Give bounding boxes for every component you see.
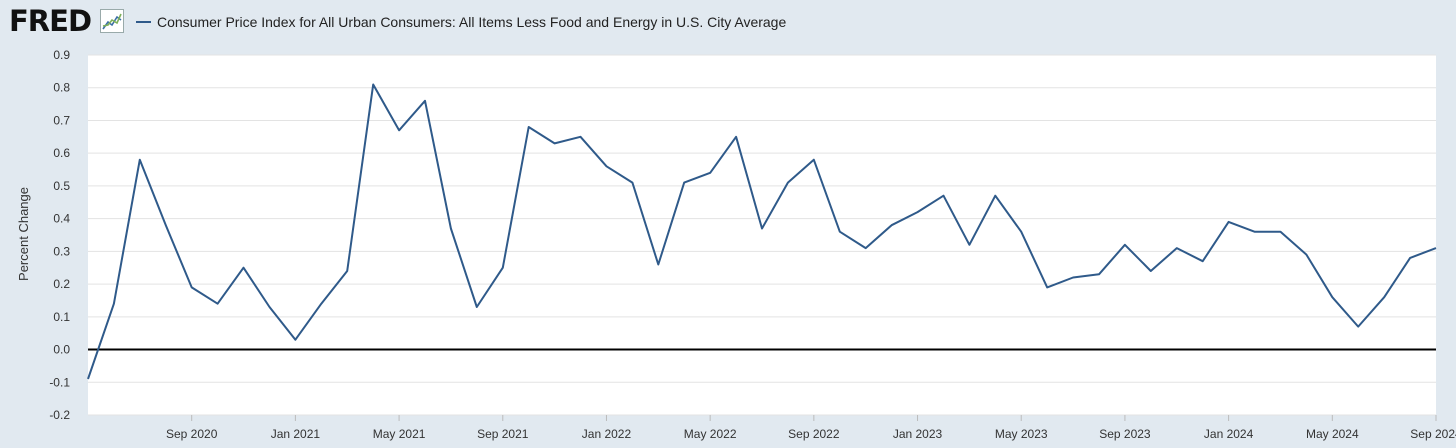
x-axis-ticks: Sep 2020 Jan 2021 May 2021 Sep 2021 Jan 2022… [166,415,1456,441]
y-axis-ticks: -0.2 -0.1 0.0 0.1 0.2 0.3 0.4 0.5 0.6 0.7 0.8 0.9 [49,48,70,422]
data-point[interactable] [1355,324,1361,330]
y-tick-label: 0.9 [53,48,70,62]
plot-area [88,55,1436,415]
data-point[interactable] [655,261,661,267]
data-point[interactable] [733,134,739,140]
data-point[interactable] [448,225,454,231]
data-point[interactable] [603,163,609,169]
data-point[interactable] [1070,275,1076,281]
data-point[interactable] [241,265,247,271]
data-point[interactable] [292,337,298,343]
data-point[interactable] [500,265,506,271]
data-point[interactable] [344,268,350,274]
data-point[interactable] [1277,229,1283,235]
data-point[interactable] [266,304,272,310]
y-tick-label: 0.0 [53,343,70,357]
data-point[interactable] [163,222,169,228]
y-tick-label: 0.2 [53,277,70,291]
data-point[interactable] [889,222,895,228]
chart-header: FRED Consumer Price Index for All Urban … [0,0,1456,44]
data-point[interactable] [215,301,221,307]
data-point[interactable] [370,81,376,87]
y-tick-label: 0.1 [53,310,70,324]
x-tick-label: Sep 2020 [166,427,218,441]
data-point[interactable] [1174,245,1180,251]
legend-swatch [136,21,151,23]
y-tick-label: 0.4 [53,212,70,226]
data-point[interactable] [1044,284,1050,290]
data-point[interactable] [526,124,532,130]
x-tick-label: Sep 2021 [477,427,529,441]
data-point[interactable] [552,140,558,146]
data-point[interactable] [811,157,817,163]
x-tick-label: Sep 2024 [1410,427,1456,441]
x-tick-label: Jan 2022 [582,427,632,441]
data-point[interactable] [137,157,143,163]
x-tick-label: Jan 2024 [1204,427,1254,441]
data-point[interactable] [1303,252,1309,258]
data-point[interactable] [578,134,584,140]
legend[interactable]: Consumer Price Index for All Urban Consu… [136,12,786,32]
data-point[interactable] [966,242,972,248]
series-line[interactable] [87,83,1437,380]
data-point[interactable] [1329,294,1335,300]
data-point[interactable] [1018,229,1024,235]
data-point[interactable] [422,98,428,104]
data-point[interactable] [629,180,635,186]
data-point[interactable] [1148,268,1154,274]
y-tick-label: 0.7 [53,113,70,127]
data-point[interactable] [318,301,324,307]
data-point[interactable] [1226,219,1232,225]
data-point[interactable] [707,170,713,176]
y-tick-label: -0.2 [49,408,70,422]
data-point[interactable] [837,229,843,235]
fred-chart-icon [100,9,124,33]
data-point[interactable] [1096,271,1102,277]
y-tick-label: 0.5 [53,179,70,193]
data-point[interactable] [1381,294,1387,300]
x-tick-label: May 2021 [373,427,426,441]
y-tick-label: 0.6 [53,146,70,160]
x-tick-label: Sep 2023 [1099,427,1151,441]
y-axis-title: Percent Change [16,187,31,281]
data-point[interactable] [474,304,480,310]
data-point[interactable] [1407,255,1413,261]
fred-logo[interactable]: FRED [9,4,92,38]
legend-series-name: Consumer Price Index for All Urban Consu… [157,14,787,30]
data-point[interactable] [189,284,195,290]
data-point[interactable] [111,301,117,307]
data-point[interactable] [1433,245,1439,251]
data-point[interactable] [785,180,791,186]
data-point[interactable] [940,193,946,199]
data-point[interactable] [759,225,765,231]
x-tick-label: May 2024 [1306,427,1359,441]
data-point[interactable] [1252,229,1258,235]
x-tick-label: May 2022 [684,427,737,441]
x-tick-label: Sep 2022 [788,427,840,441]
data-point[interactable] [396,127,402,133]
y-tick-label: -0.1 [49,375,70,389]
x-tick-label: May 2023 [995,427,1048,441]
data-point[interactable] [863,245,869,251]
data-point[interactable] [1122,242,1128,248]
data-point[interactable] [85,376,91,382]
data-point[interactable] [681,180,687,186]
data-point[interactable] [915,209,921,215]
x-tick-label: Jan 2021 [271,427,321,441]
y-tick-label: 0.3 [53,244,70,258]
series-group [85,81,1439,382]
x-tick-label: Jan 2023 [893,427,943,441]
data-point[interactable] [1200,258,1206,264]
data-point[interactable] [992,193,998,199]
y-tick-label: 0.8 [53,81,70,95]
